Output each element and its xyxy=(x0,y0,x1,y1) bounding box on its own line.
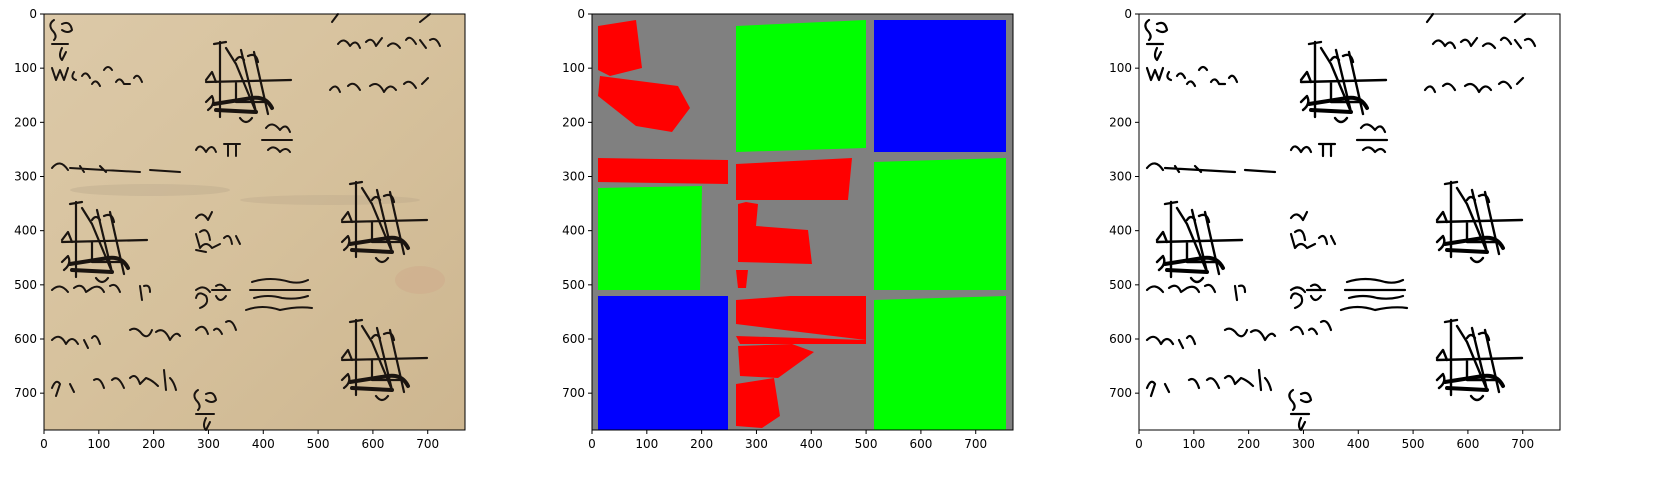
x-tick-label: 500 xyxy=(1402,437,1425,451)
y-tick-label: 400 xyxy=(562,224,585,238)
y-tick-label: 100 xyxy=(1109,61,1132,75)
binarized-image xyxy=(1139,14,1560,430)
x-tick-label: 700 xyxy=(1511,437,1534,451)
text-regions xyxy=(598,20,866,428)
segmentation-panel xyxy=(591,13,1014,431)
y-tick-label: 600 xyxy=(562,332,585,346)
x-tick-label: 600 xyxy=(1456,437,1479,451)
y-tick-label: 400 xyxy=(1109,224,1132,238)
y-tick-label: 300 xyxy=(562,170,585,184)
x-tick-label: 100 xyxy=(1182,437,1205,451)
y-tick-label: 600 xyxy=(1109,332,1132,346)
x-tick-label: 700 xyxy=(416,437,439,451)
x-tick-label: 600 xyxy=(909,437,932,451)
y-tick-label: 200 xyxy=(1109,115,1132,129)
manuscript-image xyxy=(44,14,465,430)
x-tick-label: 700 xyxy=(964,437,987,451)
y-tick-label: 300 xyxy=(1109,170,1132,184)
manuscript-panel xyxy=(43,13,466,431)
y-tick-label: 100 xyxy=(562,61,585,75)
x-tick-label: 300 xyxy=(1292,437,1315,451)
y-tick-label: 400 xyxy=(14,224,37,238)
y-tick-label: 300 xyxy=(14,170,37,184)
figure-regions xyxy=(598,20,1006,430)
x-tick-label: 500 xyxy=(307,437,330,451)
x-tick-label: 100 xyxy=(87,437,110,451)
y-tick-label: 600 xyxy=(14,332,37,346)
x-tick-label: 300 xyxy=(745,437,768,451)
y-tick-label: 200 xyxy=(14,115,37,129)
y-tick-label: 700 xyxy=(1109,386,1132,400)
x-tick-label: 0 xyxy=(588,437,596,451)
y-tick-label: 100 xyxy=(14,61,37,75)
x-tick-label: 400 xyxy=(252,437,275,451)
y-tick-label: 700 xyxy=(562,386,585,400)
x-tick-label: 200 xyxy=(142,437,165,451)
y-tick-label: 200 xyxy=(562,115,585,129)
x-tick-label: 300 xyxy=(197,437,220,451)
x-tick-label: 0 xyxy=(1135,437,1143,451)
axes-layer: 0 100 200 300 400 500 600 700 0 100 200 300 400 500 60… xyxy=(14,7,1534,451)
x-tick-label: 0 xyxy=(40,437,48,451)
x-tick-label: 100 xyxy=(635,437,658,451)
y-tick-label: 500 xyxy=(1109,278,1132,292)
x-tick-label: 200 xyxy=(1237,437,1260,451)
y-tick-label: 0 xyxy=(1124,7,1132,21)
y-tick-label: 0 xyxy=(29,7,37,21)
x-tick-label: 200 xyxy=(690,437,713,451)
x-tick-label: 400 xyxy=(800,437,823,451)
x-tick-label: 400 xyxy=(1347,437,1370,451)
empty-regions xyxy=(598,20,1006,430)
x-tick-label: 600 xyxy=(361,437,384,451)
x-tick-label: 500 xyxy=(855,437,878,451)
y-tick-label: 0 xyxy=(577,7,585,21)
y-tick-label: 500 xyxy=(14,278,37,292)
y-tick-label: 700 xyxy=(14,386,37,400)
binarized-panel xyxy=(1138,12,1561,432)
y-tick-label: 500 xyxy=(562,278,585,292)
